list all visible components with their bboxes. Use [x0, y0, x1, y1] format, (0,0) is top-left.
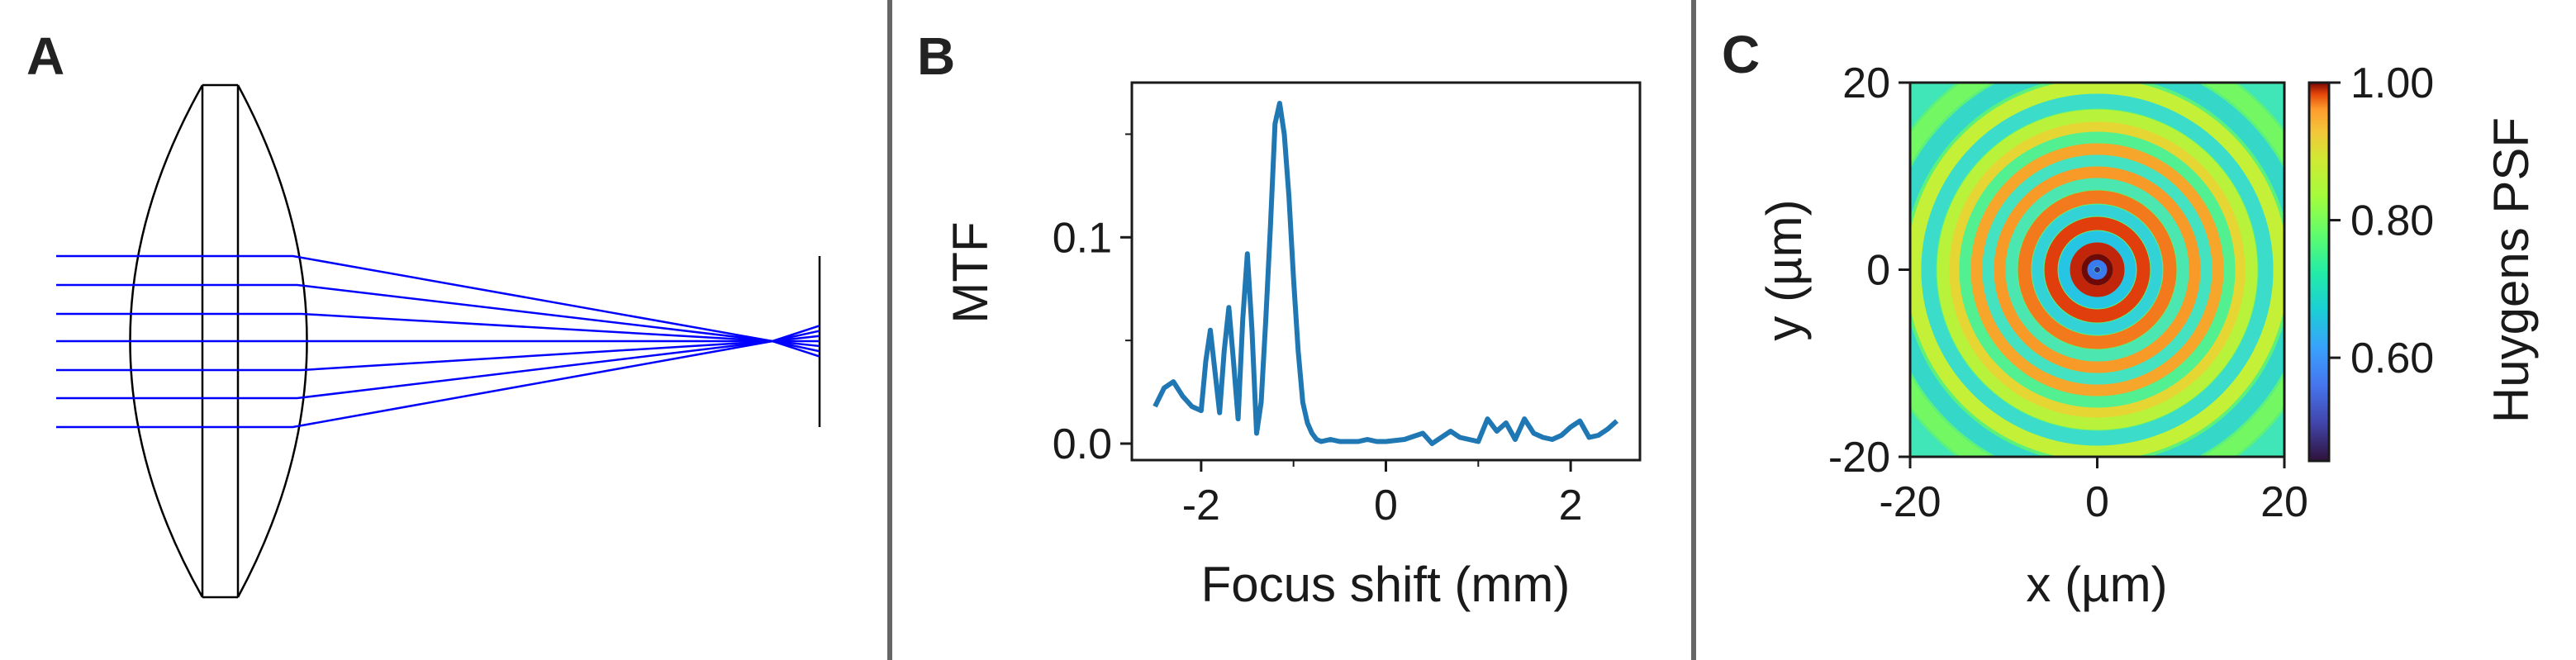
psf-ring: [2070, 242, 2125, 297]
colorbar-label: Huygens PSF: [2483, 117, 2539, 423]
ray-6: [56, 330, 820, 400]
panel-c: C -20 0 20 -20 0 20 x (µm) y (µm) 0.60 0.80 1.…: [1722, 25, 2539, 612]
colorbar: [2307, 81, 2331, 463]
colorbar-tick-label: 1.00: [2350, 59, 2434, 107]
psf-ring: [1910, 83, 2284, 457]
psf-ring: [2005, 178, 2189, 362]
panel-a-letter: A: [26, 26, 64, 86]
ray-2: [56, 283, 820, 353]
psf-ring: [1970, 143, 2224, 396]
mtf-x-tick-label: 2: [1559, 482, 1583, 529]
mtf-y-ticks: 0.0 0.1: [1053, 133, 1132, 468]
rays: [56, 254, 820, 429]
psf-ring: [1994, 166, 2201, 373]
colorbar-ticks: 0.60 0.80 1.00: [2329, 59, 2434, 382]
psf-ring: [2058, 230, 2136, 309]
psf-ring: [2032, 204, 2163, 335]
panel-a: A: [26, 26, 821, 599]
mtf-x-tick-label: -2: [1182, 482, 1220, 529]
psf-x-tick-label: 20: [2260, 478, 2308, 526]
ray-3: [56, 312, 820, 348]
psf-ring: [1959, 131, 2236, 408]
mtf-x-ticks: -2 0 2: [1182, 460, 1583, 529]
panel-b: B -2 0 2 0.0 0.1 Focus shift (mm) MTF: [917, 26, 1642, 612]
psf-ring: [2081, 254, 2113, 286]
psf-y-tick-label: 0: [1866, 247, 1890, 295]
mtf-y-axis-label: MTF: [943, 221, 998, 323]
psf-ring: [1921, 93, 2274, 446]
colorbar-tick-label: 0.60: [2350, 335, 2434, 382]
psf-x-tick-label: -20: [1879, 478, 1941, 526]
psf-heatmap: [1910, 83, 2284, 457]
ray-5: [56, 335, 820, 372]
psf-y-tick-label: -20: [1828, 434, 1890, 482]
psf-ring: [1982, 154, 2212, 385]
colorbar-tick-label: 0.80: [2350, 197, 2434, 245]
mtf-y-tick-label: 0.0: [1053, 420, 1112, 468]
psf-y-axis-label: y (µm): [1756, 199, 1812, 340]
psf-x-tick-label: 0: [2085, 478, 2109, 526]
psf-ring: [1949, 121, 2246, 418]
psf-x-ticks: -20 0 20: [1879, 457, 2308, 526]
psf-y-ticks: -20 0 20: [1828, 59, 1910, 482]
mtf-x-axis-label: Focus shift (mm): [1201, 557, 1571, 612]
mtf-y-tick-label: 0.1: [1053, 214, 1112, 262]
psf-x-axis-label: x (µm): [2026, 557, 2167, 612]
mtf-series-line: [1153, 101, 1618, 446]
mtf-x-tick-label: 0: [1374, 482, 1398, 529]
mtf-plot: -2 0 2 0.0 0.1 Focus shift (mm) MTF: [943, 81, 1642, 612]
psf-center: [2094, 267, 2100, 273]
ray-7: [56, 325, 820, 429]
psf-y-tick-label: 20: [1842, 59, 1890, 107]
mtf-plot-frame: [1130, 81, 1642, 462]
psf-ring: [2044, 216, 2151, 323]
psf-ring: [1937, 109, 2258, 430]
panel-c-letter: C: [1722, 25, 1760, 84]
panel-b-letter: B: [917, 26, 955, 86]
ray-1: [56, 254, 820, 358]
psf-ring: [2087, 259, 2108, 280]
psf-ring: [2018, 190, 2177, 349]
psf-rings: [1910, 83, 2284, 457]
